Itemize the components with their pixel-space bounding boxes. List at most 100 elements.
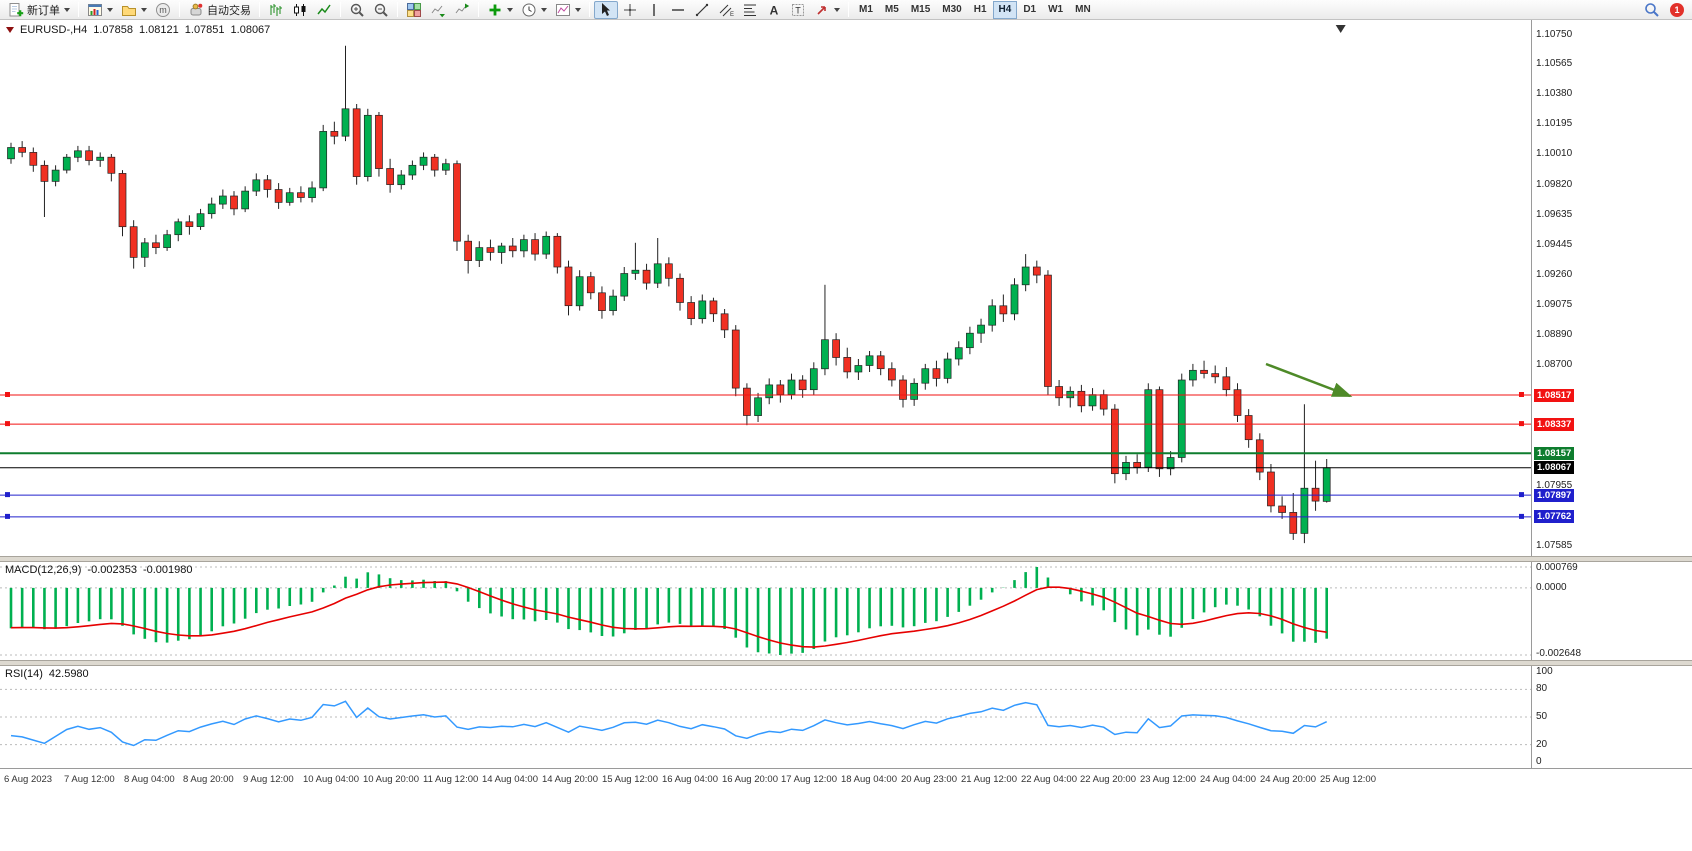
chevron-down-icon — [507, 7, 513, 12]
chevron-down-icon — [575, 7, 581, 12]
line-handle[interactable] — [1519, 421, 1524, 427]
macd-chart — [0, 566, 1531, 656]
profiles-button[interactable] — [117, 1, 151, 19]
ohlc-open: 1.07858 — [93, 24, 133, 36]
metaeditor-button[interactable]: m — [151, 1, 175, 19]
search-icon[interactable] — [1644, 2, 1660, 18]
toolbar-separator — [478, 2, 479, 17]
chevron-down-icon — [541, 7, 547, 12]
ohlc-high: 1.08121 — [139, 24, 179, 36]
svg-text:m: m — [159, 5, 167, 15]
rsi-pane[interactable]: RSI(14) 42.5980 — [0, 666, 1531, 768]
vertical-line-icon — [646, 2, 662, 18]
timeframe-m1-button[interactable]: M1 — [853, 1, 879, 19]
chevron-down-icon — [64, 7, 70, 12]
time-axis-label: 7 Aug 12:00 — [64, 774, 115, 785]
line-handle[interactable] — [1519, 492, 1524, 498]
ohlc-close: 1.08067 — [230, 24, 271, 36]
autotrading-label: 自动交易 — [207, 4, 251, 17]
price-tick-label: 1.10565 — [1536, 58, 1573, 69]
new-order-button[interactable]: 新订单 — [4, 1, 74, 19]
horizontal-line-button[interactable] — [666, 1, 690, 19]
zoom-out-icon — [373, 2, 389, 18]
line-handle[interactable] — [5, 492, 10, 498]
vertical-line-button[interactable] — [642, 1, 666, 19]
candlesticks — [7, 45, 1331, 544]
price-level-tag: 1.08517 — [1534, 389, 1575, 402]
macd-label: MACD(12,26,9) — [5, 564, 82, 576]
time-axis-label: 15 Aug 12:00 — [602, 774, 658, 785]
price-tick-label: 1.07955 — [1536, 480, 1573, 491]
toolbar-separator — [340, 2, 341, 17]
periods-button[interactable] — [517, 1, 551, 19]
candlestick-chart-button[interactable] — [288, 1, 312, 19]
equidistant-channel-button[interactable]: E — [714, 1, 738, 19]
time-axis-label: 16 Aug 20:00 — [722, 774, 778, 785]
line-handle[interactable] — [5, 392, 10, 397]
templates-button[interactable] — [551, 1, 585, 19]
new-order-label: 新订单 — [27, 4, 60, 17]
notification-badge[interactable]: 1 — [1670, 3, 1684, 17]
pane-divider[interactable] — [0, 660, 1692, 666]
timeframe-m5-button[interactable]: M5 — [879, 1, 905, 19]
crosshair-button[interactable] — [618, 1, 642, 19]
text-tool-icon: A — [766, 2, 782, 18]
text-button[interactable]: A — [762, 1, 786, 19]
time-axis-label: 21 Aug 12:00 — [961, 774, 1017, 785]
time-axis-label: 24 Aug 04:00 — [1200, 774, 1256, 785]
chevron-down-icon — [141, 7, 147, 12]
horizontal-line-icon — [670, 2, 686, 18]
crosshair-icon — [622, 2, 638, 18]
line-handle[interactable] — [1519, 392, 1524, 397]
timeframe-m15-button[interactable]: M15 — [905, 1, 936, 19]
price-tick-label: 1.10380 — [1536, 88, 1573, 99]
macd-pane[interactable]: MACD(12,26,9) -0.002353 -0.001980 — [0, 562, 1531, 660]
line-chart-button[interactable] — [312, 1, 336, 19]
line-handle[interactable] — [1519, 513, 1524, 519]
price-chart-pane[interactable]: EURUSD-,H4 1.07858 1.08121 1.07851 1.080… — [0, 20, 1531, 556]
timeframe-h1-button[interactable]: H1 — [968, 1, 993, 19]
chart-window: EURUSD-,H4 1.07858 1.08121 1.07851 1.080… — [0, 20, 1692, 851]
template-icon — [555, 2, 571, 18]
chart-shift-button[interactable] — [450, 1, 474, 19]
new-chart-button[interactable] — [83, 1, 117, 19]
chart-ohlc-header: EURUSD-,H4 1.07858 1.08121 1.07851 1.080… — [6, 24, 270, 36]
time-axis-label: 18 Aug 04:00 — [841, 774, 897, 785]
fibonacci-button[interactable] — [738, 1, 762, 19]
label-button[interactable]: T — [786, 1, 810, 19]
line-handle[interactable] — [5, 513, 10, 519]
chevron-down-icon — [107, 7, 113, 12]
timeframe-mn-button[interactable]: MN — [1069, 1, 1097, 19]
bar-chart-button[interactable] — [264, 1, 288, 19]
trendline-button[interactable] — [690, 1, 714, 19]
trend-arrow-object[interactable] — [1265, 362, 1353, 398]
trendline-icon — [694, 2, 710, 18]
macd-value-main: -0.002353 — [87, 564, 137, 576]
timeframe-w1-button[interactable]: W1 — [1042, 1, 1069, 19]
new-order-icon — [8, 2, 24, 18]
zoom-in-button[interactable] — [345, 1, 369, 19]
price-axis[interactable]: 1.10750 1.10565 1.10380 1.10195 1.10010 1.098… — [1531, 20, 1692, 556]
arrows-button[interactable] — [810, 1, 844, 19]
main-toolbar: 新订单 m 自动交易 — [0, 0, 1692, 20]
label-tool-icon: T — [790, 2, 806, 18]
timeframe-m30-button[interactable]: M30 — [936, 1, 967, 19]
cursor-icon — [598, 2, 614, 18]
chart-shift-marker[interactable] — [1335, 25, 1346, 33]
tile-windows-button[interactable] — [402, 1, 426, 19]
timeframe-h4-button[interactable]: H4 — [992, 0, 1018, 19]
pane-divider[interactable] — [0, 556, 1692, 562]
indicators-button[interactable] — [483, 1, 517, 19]
candlestick-chart[interactable] — [0, 20, 1531, 556]
timeframe-d1-button[interactable]: D1 — [1017, 1, 1042, 19]
line-handle[interactable] — [5, 421, 10, 427]
time-axis[interactable]: 6 Aug 2023 7 Aug 12:00 8 Aug 04:00 8 Aug 20… — [0, 768, 1692, 790]
auto-scroll-button[interactable] — [426, 1, 450, 19]
zoom-out-button[interactable] — [369, 1, 393, 19]
cursor-button[interactable] — [594, 0, 618, 19]
auto-scroll-icon — [430, 2, 446, 18]
rsi-label: RSI(14) — [5, 668, 43, 680]
autotrading-button[interactable]: 自动交易 — [184, 1, 255, 19]
rsi-axis-label: 50 — [1536, 711, 1548, 722]
time-axis-label: 8 Aug 20:00 — [183, 774, 234, 785]
